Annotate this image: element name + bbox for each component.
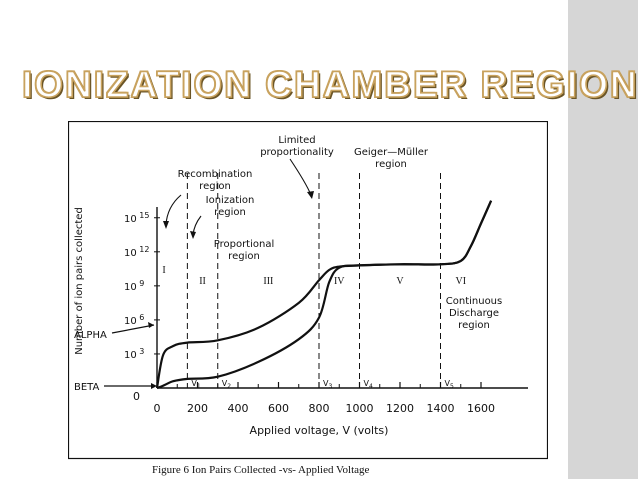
annotation-proportional: Proportional region: [214, 239, 275, 262]
x-tick-label: 1600: [467, 402, 495, 415]
region-numeral: VI: [455, 276, 466, 287]
x-tick-label: 0: [154, 402, 161, 415]
boundary-label: V4: [364, 379, 373, 390]
y-tick-label: 10 15: [124, 211, 149, 225]
x-tick-label: 1000: [346, 402, 374, 415]
series-line-beta: [156, 200, 493, 390]
region-numeral: II: [199, 276, 206, 287]
figure-caption: Figure 6 Ion Pairs Collected -vs- Applie…: [152, 464, 370, 476]
boundary-label: V3: [323, 379, 332, 390]
annotation-limited-proportionality: Limited proportionality: [260, 135, 334, 158]
y-tick-label: 10 9: [124, 279, 144, 293]
ionization-arrowhead: [190, 231, 196, 239]
alpha-arrow: [111, 324, 155, 334]
x-tick-label: 800: [309, 402, 330, 415]
region-numeral: I: [162, 265, 165, 276]
recombination-arrowhead: [163, 221, 169, 229]
slide-side-bar: [568, 0, 638, 479]
series-label-alpha: ALPHA: [74, 330, 107, 341]
slide-title: IONIZATION CHAMBER REGION: [21, 63, 638, 106]
y-tick-label: 0: [133, 390, 140, 403]
region-numeral: IV: [334, 276, 345, 287]
x-tick-label: 200: [187, 402, 208, 415]
annotation-continuous-discharge: Continuous Discharge region: [446, 296, 502, 331]
y-axis-label: Number of ion pairs collected: [74, 207, 85, 355]
boundary-label: V1: [191, 379, 200, 390]
series-label-beta: BETA: [74, 382, 100, 393]
x-axis-label: Applied voltage, V (volts): [250, 424, 389, 437]
limited-prop-arrowhead: [307, 191, 314, 199]
alpha-arrowhead: [148, 322, 154, 328]
x-tick-label: 1400: [427, 402, 455, 415]
ion-pairs-chart: 0 200 400 600 800 1000 1200 1400 1600 Applied vol…: [68, 121, 548, 476]
x-tick-label: 400: [228, 402, 249, 415]
annotation-recombination: Recombination region: [178, 169, 253, 192]
annotation-geiger-muller: Geiger—Müller region: [354, 147, 429, 170]
y-tick-label: 10 6: [124, 313, 144, 327]
chart-frame: [68, 121, 548, 460]
region-numeral: V: [396, 276, 404, 287]
y-tick-label: 10 3: [124, 347, 144, 361]
boundary-label: V2: [222, 379, 231, 390]
x-tick-label: 1200: [386, 402, 414, 415]
recombination-arrow: [165, 194, 182, 226]
annotation-ionization: Ionization region: [206, 195, 255, 218]
beta-arrowhead: [151, 383, 157, 389]
region-numeral: III: [263, 276, 273, 287]
boundary-label: V5: [445, 379, 454, 390]
x-tick-label: 600: [268, 402, 289, 415]
limited-prop-arrow: [289, 158, 312, 196]
chart-container: 0 200 400 600 800 1000 1200 1400 1600 Applied vol…: [68, 121, 548, 478]
y-tick-label: 10 12: [124, 245, 149, 259]
